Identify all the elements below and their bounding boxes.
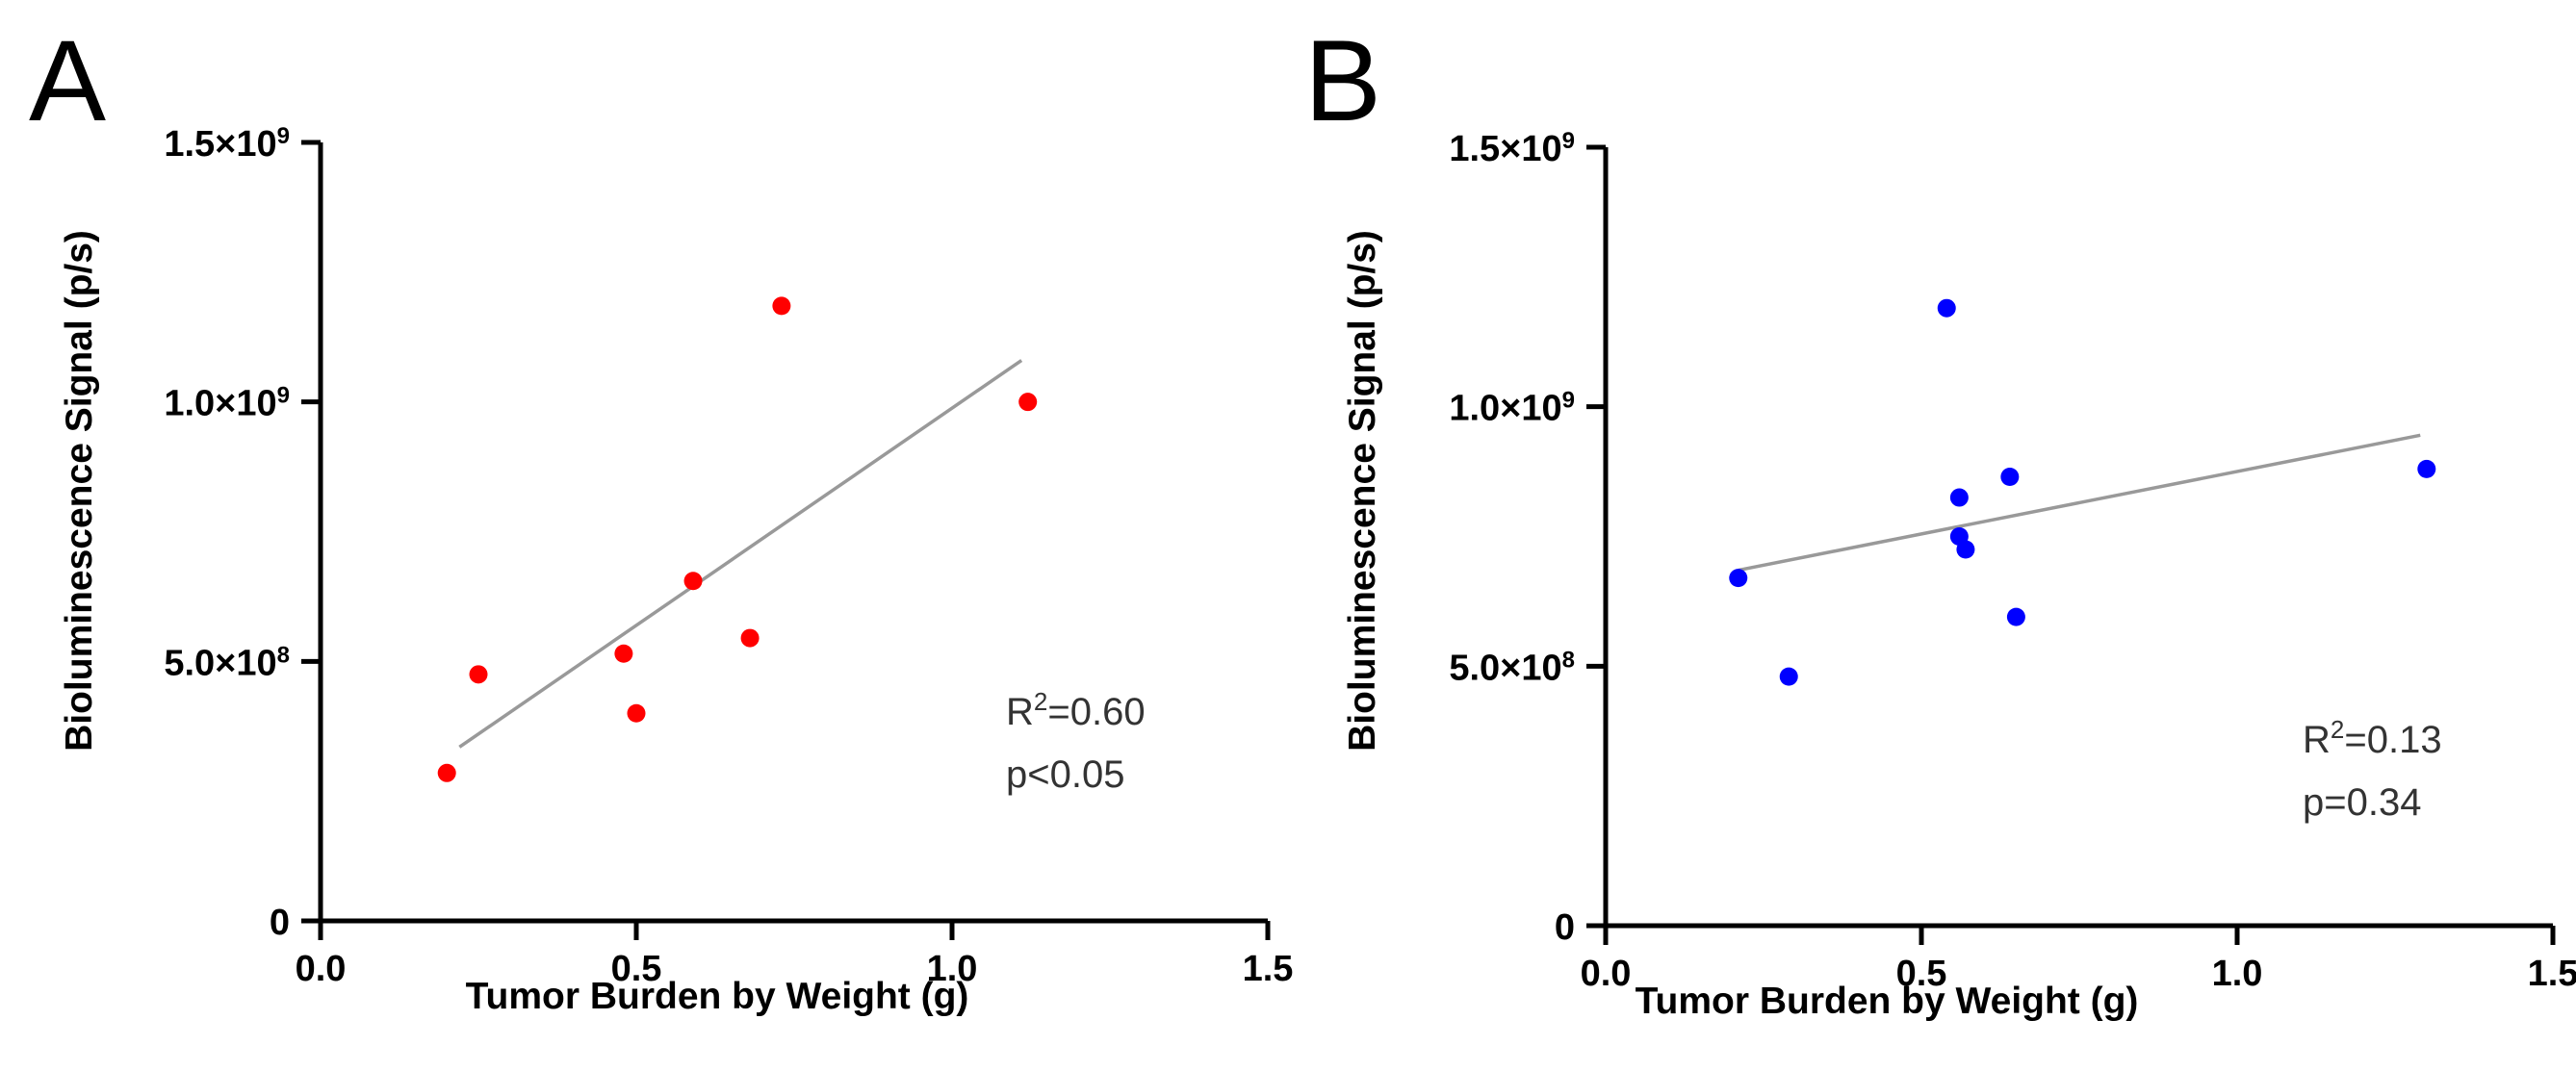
y-tick-exponent-b-1: 8 [1562, 647, 1575, 673]
p-value-label-b: p=0.34 [2303, 781, 2421, 824]
data-point-b-8 [2417, 459, 2436, 478]
data-points-a [437, 296, 1038, 782]
fit-line-layer-b [1738, 433, 2421, 573]
y-tick-exponent-a-1: 8 [277, 642, 290, 668]
y-tick-mantissa-a-1: 5.0×10 [164, 643, 276, 683]
r-squared-label-b: R2=0.13 [2303, 715, 2442, 761]
x-axis-title-b: Tumor Burden by Weight (g) [1636, 981, 2139, 1022]
y-tick-label-a-3: 1.5×109 [164, 123, 290, 166]
x-tick-label-b-2: 1.0 [2212, 954, 2263, 994]
y-axis-title-a: Bioluminescence Signal (p/s) [59, 230, 100, 752]
data-point-a-2 [614, 644, 633, 663]
y-tick-label-b-0: 0 [1555, 907, 1575, 948]
y-tick-label-a-1: 5.0×108 [164, 642, 290, 684]
chart-panel-b: B Bioluminescence Signal (p/s) Tumor Bur… [1304, 16, 2576, 1022]
regression-line-a [458, 359, 1023, 749]
y-tick-label-b-2: 1.0×109 [1449, 387, 1575, 429]
p-value-label-a: p<0.05 [1006, 753, 1124, 796]
y-tick-exponent-a-2: 9 [277, 382, 290, 408]
x-tick-label-a-0: 0.0 [296, 949, 347, 989]
y-tick-exponent-a-3: 9 [277, 123, 290, 149]
data-point-b-3 [1949, 488, 1969, 507]
data-point-a-4 [683, 572, 703, 591]
panel-label-a: A [29, 16, 106, 145]
y-tick-mantissa-b-3: 1.5×10 [1449, 129, 1561, 169]
data-point-a-3 [627, 703, 646, 723]
y-tick-mantissa-b-2: 1.0×10 [1449, 389, 1561, 429]
x-axis-title-a: Tumor Burden by Weight (g) [466, 976, 969, 1017]
y-axis-title-b: Bioluminescence Signal (p/s) [1342, 230, 1383, 752]
r-squared-letter-a: R [1006, 691, 1034, 733]
data-point-a-5 [740, 628, 760, 648]
y-tick-exponent-b-2: 9 [1562, 387, 1575, 413]
x-tick-label-a-2: 1.0 [927, 949, 978, 989]
data-point-b-7 [2006, 607, 2025, 626]
data-point-a-1 [469, 665, 488, 684]
x-tick-label-b-1: 0.5 [1896, 954, 1947, 994]
y-tick-mantissa-b-1: 5.0×10 [1449, 648, 1561, 688]
data-point-b-0 [1729, 569, 1748, 588]
data-point-b-6 [2000, 467, 2020, 486]
data-point-a-6 [772, 296, 791, 316]
data-point-b-1 [1779, 667, 1798, 686]
data-point-b-5 [1956, 540, 1975, 559]
y-tick-mantissa-a-0: 0 [270, 903, 290, 943]
r-squared-superscript-a: 2 [1034, 687, 1047, 716]
data-point-b-2 [1937, 298, 1956, 318]
y-tick-label-b-3: 1.5×109 [1449, 128, 1575, 170]
data-point-a-7 [1018, 393, 1038, 412]
x-tick-label-a-3: 1.5 [1243, 949, 1294, 989]
y-tick-label-b-1: 5.0×108 [1449, 647, 1575, 689]
r-squared-value-a: =0.60 [1047, 691, 1145, 733]
y-tick-label-a-0: 0 [270, 903, 290, 943]
y-tick-mantissa-a-3: 1.5×10 [164, 124, 276, 165]
r-squared-value-b: =0.13 [2344, 719, 2441, 761]
x-tick-label-b-0: 0.0 [1581, 954, 1632, 994]
regression-line-b [1738, 433, 2421, 573]
y-tick-mantissa-b-0: 0 [1555, 907, 1575, 948]
y-tick-label-a-2: 1.0×109 [164, 382, 290, 424]
chart-panel-a: A Bioluminescence Signal (p/s) Tumor Bur… [29, 16, 1293, 1017]
r-squared-letter-b: R [2303, 719, 2331, 761]
x-tick-label-a-1: 0.5 [611, 949, 662, 989]
r-squared-superscript-b: 2 [2331, 715, 2344, 744]
r-squared-label-a: R2=0.60 [1006, 687, 1146, 733]
fit-line-layer-a [458, 359, 1023, 749]
data-points-b [1729, 298, 2436, 686]
data-point-a-0 [437, 763, 456, 782]
panel-label-b: B [1304, 16, 1381, 145]
x-tick-label-b-3: 1.5 [2528, 954, 2576, 994]
y-tick-mantissa-a-2: 1.0×10 [164, 384, 276, 424]
y-tick-exponent-b-3: 9 [1562, 128, 1575, 154]
